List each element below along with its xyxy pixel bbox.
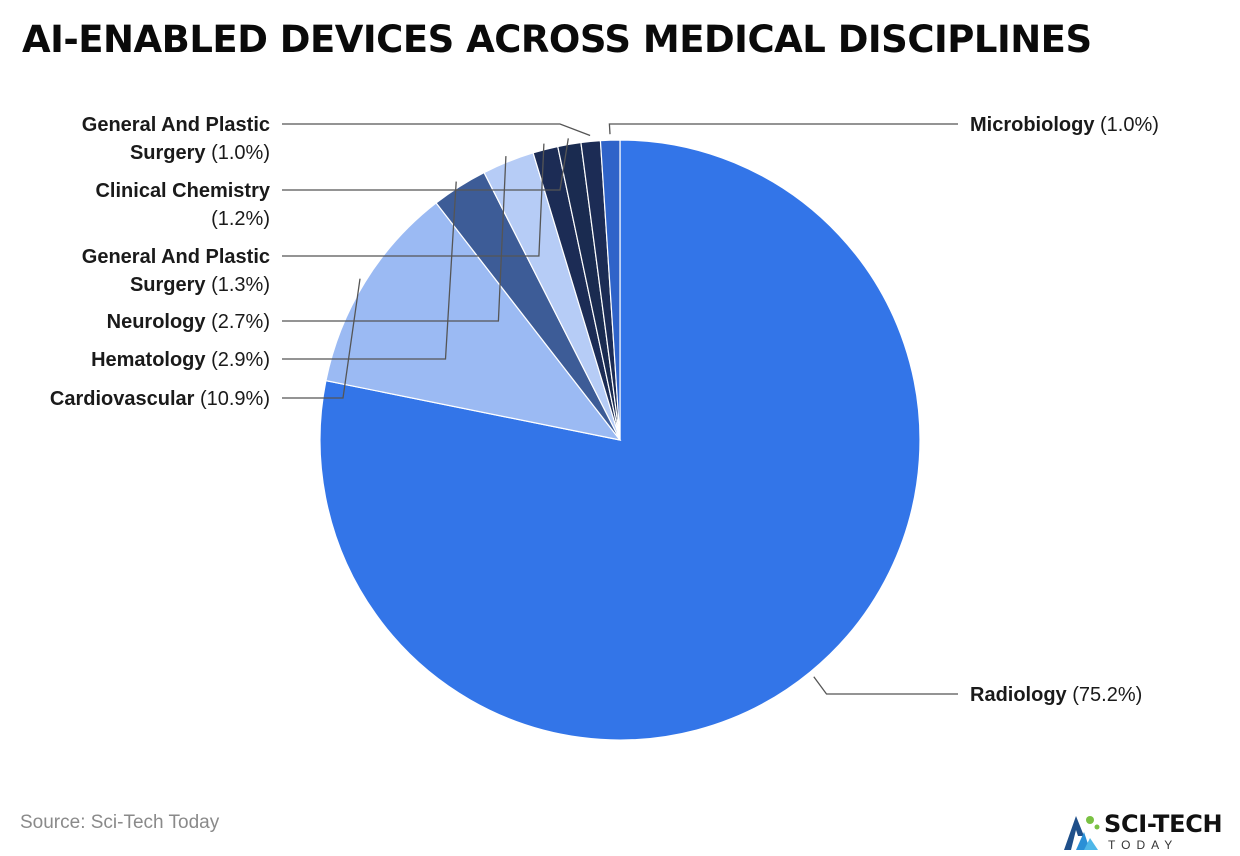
slice-label-radiology-0: Radiology (75.2%) — [970, 684, 1142, 706]
leader-line-radiology-0 — [814, 677, 958, 694]
brand-logo: SCI-TECH TODAY — [1060, 808, 1235, 854]
logo-subtitle: TODAY — [1108, 838, 1178, 852]
slice-label-general-and-plastic-surgery-6: General And Plastic Surgery (1.0%) — [82, 114, 270, 164]
logo-wordmark: SCI-TECH — [1104, 810, 1222, 838]
source-note: Source: Sci-Tech Today — [20, 812, 219, 834]
leader-line-microbiology-7 — [609, 124, 958, 134]
pie-chart: Radiology (75.2%) Cardiovascular (10.9%) H… — [0, 0, 1240, 800]
slice-label-clinical-chemistry-5: Clinical Chemistry (1.2%) — [95, 180, 270, 230]
slice-label-cardiovascular-1: Cardiovascular (10.9%) — [50, 388, 270, 410]
leader-line-general-and-plastic-surgery-6 — [282, 124, 590, 136]
pie-slices — [320, 140, 920, 740]
slice-label-microbiology-7: Microbiology (1.0%) — [970, 114, 1159, 136]
slice-label-hematology-2: Hematology (2.9%) — [91, 349, 270, 371]
slice-label-neurology-3: Neurology (2.7%) — [107, 311, 270, 333]
sci-tech-logo-icon — [1060, 810, 1104, 854]
slice-label-general-and-plastic-surgery-4: General And Plastic Surgery (1.3%) — [82, 246, 270, 296]
